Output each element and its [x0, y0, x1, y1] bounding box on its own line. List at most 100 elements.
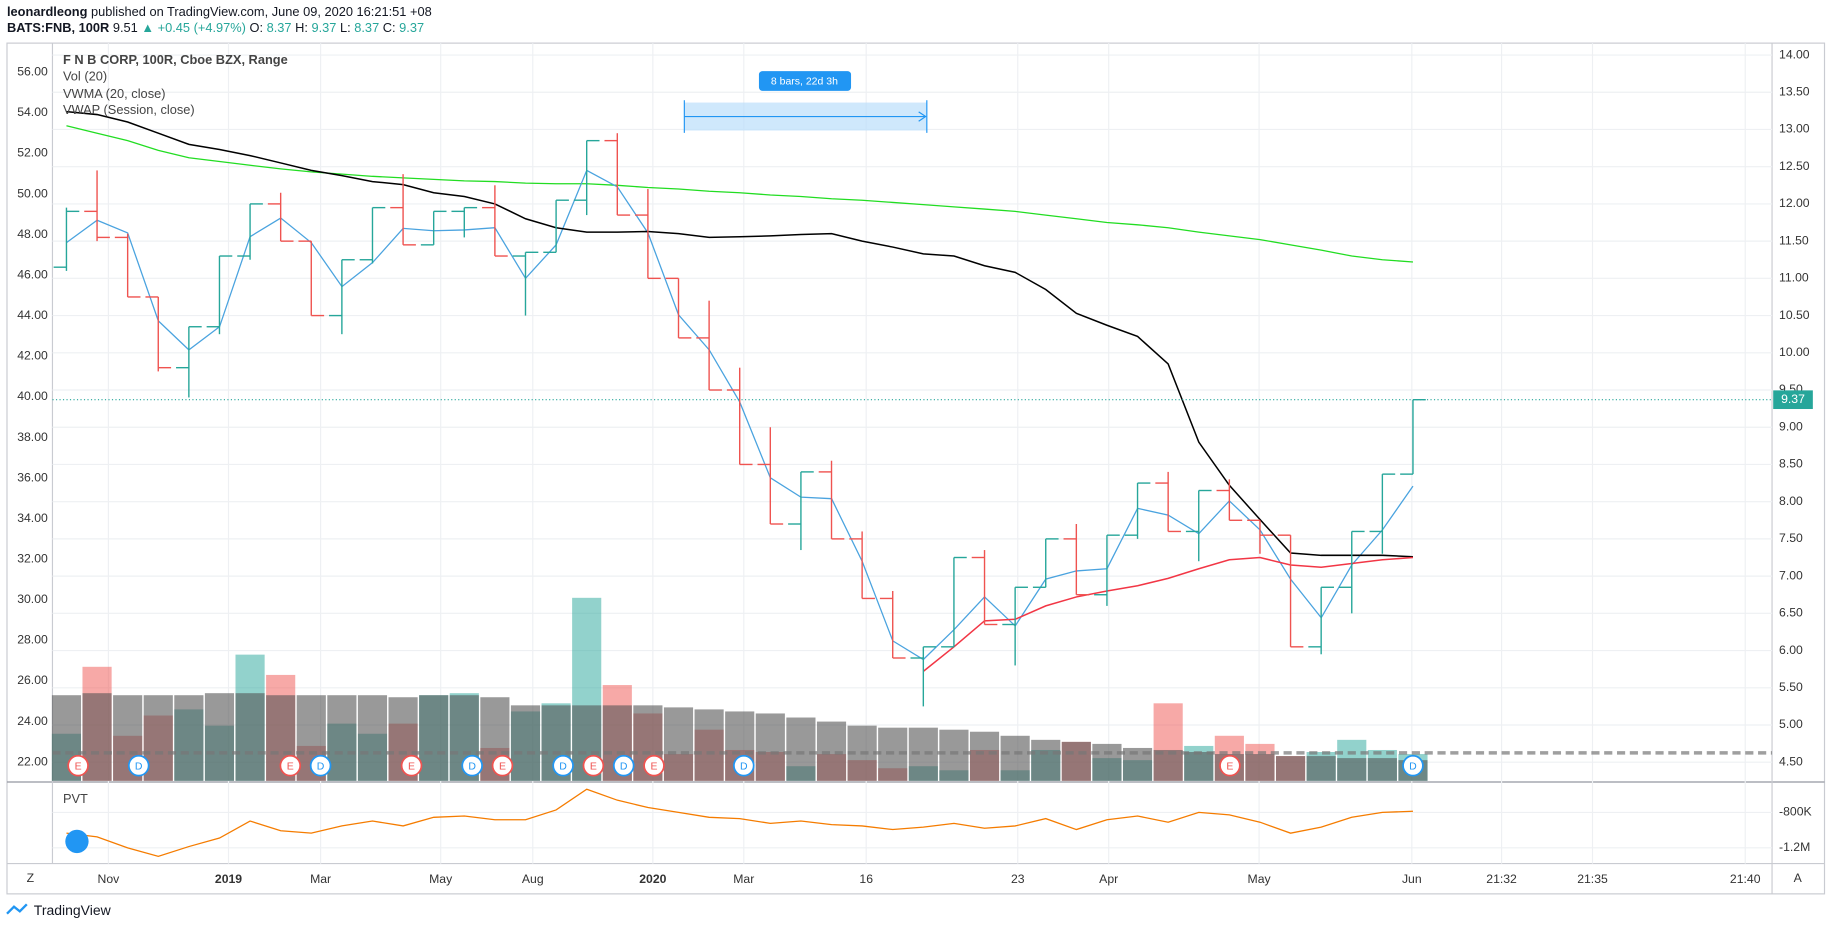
- event-letter: E: [75, 762, 82, 773]
- y-tick-label: 46.00: [17, 267, 48, 281]
- y-tick-label: 30.00: [17, 592, 48, 606]
- y2-tick-label: 13.00: [1779, 122, 1810, 136]
- y-tick-label: 40.00: [17, 389, 48, 403]
- event-marker: [552, 754, 574, 777]
- legend-entry: VWAP (Session, close): [63, 102, 195, 117]
- volume-ma-bar: [969, 731, 1000, 781]
- y2-tick-label: 8.00: [1779, 494, 1803, 508]
- event-marker: [279, 754, 302, 777]
- x-tick-label: May: [1248, 872, 1272, 886]
- event-marker: [733, 754, 755, 777]
- event-letter: E: [499, 762, 506, 773]
- y2-tick-label: 8.50: [1779, 457, 1803, 471]
- volume-ma-bar: [1031, 739, 1061, 781]
- chart-title: F N B CORP, 100R, Cboe BZX, Range: [63, 52, 288, 67]
- y-tick-label: 48.00: [17, 227, 48, 241]
- x-tick-label: May: [429, 872, 453, 886]
- y2-tick-label: 13.50: [1779, 84, 1810, 98]
- volume-ma-bar: [235, 693, 265, 781]
- y-tick-label: 24.00: [17, 714, 48, 728]
- y2-tick-label: 4.50: [1779, 754, 1803, 768]
- y2-tick-label: 5.00: [1779, 717, 1803, 731]
- symbol-part: BATS:FNB, 100R: [7, 21, 109, 36]
- volume-ma-bar: [1000, 735, 1030, 781]
- published: published on TradingView.com, June 09, 2…: [91, 4, 432, 19]
- y2-tick-label: 14.00: [1779, 47, 1810, 61]
- event-letter: E: [590, 762, 597, 773]
- volume-ma-bar: [357, 695, 388, 781]
- volume-ma-bar: [1184, 752, 1214, 781]
- symbol-part: 8.37: [267, 21, 292, 36]
- y-tick-label: 38.00: [17, 430, 48, 444]
- volume-ma-bar: [1306, 756, 1336, 781]
- y2-tick-label: 11.00: [1779, 271, 1809, 285]
- axis-button[interactable]: Z: [27, 871, 35, 885]
- y-tick-label: 54.00: [17, 105, 48, 119]
- last-price-label: 9.37: [1781, 392, 1805, 406]
- plot: Nov 2019 Mar May Aug 2020 Mar 16 23 Apr May Jun 21:3…: [17, 47, 1813, 886]
- event-letter: D: [468, 762, 476, 773]
- logo-icon: [6, 903, 28, 915]
- y2-tick-label: 7.00: [1779, 568, 1803, 582]
- y2-tick-label: 10.50: [1779, 308, 1810, 322]
- event-marker: [461, 754, 483, 777]
- symbol-part: 9.37: [312, 21, 337, 36]
- y2-tick-label: 5.50: [1779, 680, 1803, 694]
- y-tick-label: 52.00: [17, 146, 48, 160]
- x-tick-label: 23: [1011, 872, 1025, 886]
- volume-ma-bar: [1092, 743, 1122, 781]
- x-tick-label: 21:35: [1577, 872, 1608, 886]
- y-tick-label: 56.00: [17, 65, 48, 79]
- y-tick-label: 22.00: [17, 754, 48, 768]
- volume-ma-bar: [1153, 749, 1183, 781]
- volume-ma-bar: [327, 695, 357, 781]
- event-marker: [612, 754, 635, 777]
- last-price-box: [1773, 390, 1813, 410]
- symbol-part: H:: [295, 21, 308, 36]
- author: leonardleong: [7, 4, 87, 19]
- volume-ma-bar: [1275, 756, 1306, 781]
- volume-ma-bar: [174, 695, 204, 781]
- measure-arrow-head: [918, 111, 927, 122]
- pvt-tick-label: -1.2M: [1779, 840, 1810, 854]
- pvt-line: [66, 788, 1413, 858]
- x-tick-label: Nov: [98, 872, 121, 886]
- y2-tick-label: 12.50: [1779, 159, 1810, 173]
- pvt-tick-label: -800K: [1779, 805, 1812, 819]
- frame: [6, 42, 1826, 895]
- y2-tick-label: 12.00: [1779, 196, 1810, 210]
- y2-tick-label: 11.50: [1779, 233, 1809, 247]
- symbol-part: O:: [250, 21, 264, 36]
- y2-tick-label: 6.00: [1779, 643, 1803, 657]
- volume-ma-bar: [1337, 758, 1367, 781]
- event-marker: [643, 754, 665, 777]
- volume-ma-bar: [694, 709, 724, 781]
- event-marker: [582, 754, 605, 777]
- axis-button[interactable]: A: [1794, 871, 1803, 885]
- event-marker: [1219, 754, 1241, 777]
- event-letter: D: [135, 762, 143, 773]
- y2-tick-label: 6.50: [1779, 606, 1803, 620]
- x-tick-label: Mar: [310, 872, 331, 886]
- y-tick-label: 44.00: [17, 308, 48, 322]
- logo-badge: [65, 829, 89, 854]
- event-letter: D: [620, 762, 628, 773]
- event-letter: D: [559, 762, 567, 773]
- x-tick-label: Mar: [733, 872, 754, 886]
- event-marker: [67, 754, 89, 777]
- logo-text: TradingView: [34, 902, 112, 918]
- measure-box: [758, 71, 852, 91]
- event-letter: E: [651, 762, 658, 773]
- event-letter: E: [1226, 762, 1233, 773]
- volume-ma-bar: [663, 707, 694, 781]
- event-marker: [1402, 754, 1424, 777]
- x-tick-label: 21:32: [1486, 872, 1517, 886]
- y-tick-label: 28.00: [17, 633, 48, 647]
- symbol-line: BATS:FNB, 100R 9.51 ▲ +0.45 (+4.97%) O: …: [7, 21, 424, 36]
- y2-tick-label: 9.00: [1779, 419, 1803, 433]
- volume-ma-bar: [510, 705, 541, 781]
- volume-ma-bar: [204, 693, 235, 781]
- symbol-part: 8.37: [354, 21, 379, 36]
- event-marker: [491, 754, 514, 777]
- y-tick-label: 36.00: [17, 470, 48, 484]
